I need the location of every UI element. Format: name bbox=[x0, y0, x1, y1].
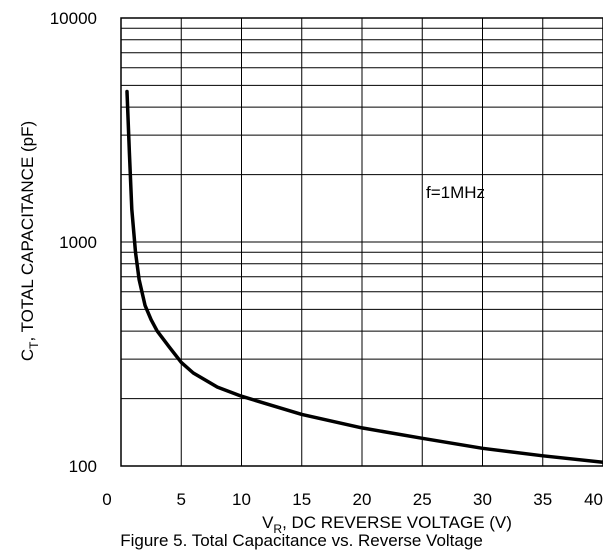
x-axis-label: VR, DC REVERSE VOLTAGE (V) bbox=[262, 513, 512, 536]
y-tick-labels: 100 1000 10000 bbox=[50, 9, 97, 476]
y-tick-label: 100 bbox=[69, 457, 97, 476]
x-tick-label: 25 bbox=[413, 490, 432, 509]
x-tick-labels: 0 5 10 15 20 25 30 35 40 bbox=[102, 490, 603, 509]
x-tick-label: 0 bbox=[102, 490, 111, 509]
plot-frame bbox=[120, 17, 603, 467]
y-tick-label: 1000 bbox=[59, 233, 97, 252]
y-tick-label: 10000 bbox=[50, 9, 97, 28]
x-tick-label: 5 bbox=[177, 490, 186, 509]
frequency-annotation: f=1MHz bbox=[426, 183, 485, 202]
x-tick-label: 20 bbox=[353, 490, 372, 509]
x-tick-label: 15 bbox=[292, 490, 311, 509]
x-tick-label: 10 bbox=[232, 490, 251, 509]
x-tick-label: 30 bbox=[473, 490, 492, 509]
x-tick-label: 40 bbox=[584, 490, 603, 509]
capacitance-curve bbox=[125, 89, 603, 464]
grid bbox=[121, 18, 603, 466]
x-tick-label: 35 bbox=[533, 490, 552, 509]
figure-caption: Figure 5. Total Capacitance vs. Reverse … bbox=[120, 531, 483, 550]
y-axis-label: CT, TOTAL CAPACITANCE (pF) bbox=[18, 121, 41, 361]
